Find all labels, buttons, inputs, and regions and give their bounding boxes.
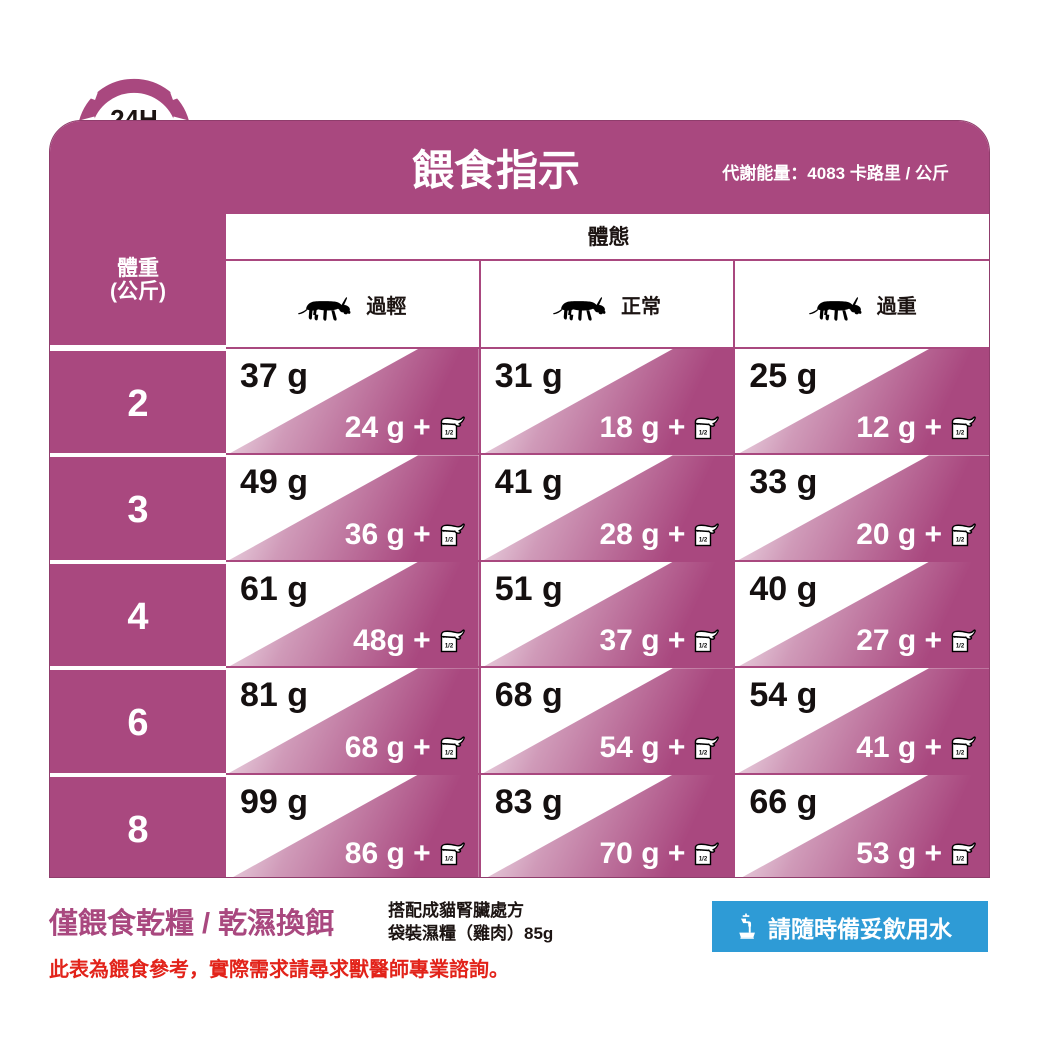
svg-text:1/2: 1/2: [956, 431, 965, 437]
svg-text:1/2: 1/2: [699, 644, 708, 650]
svg-text:1/2: 1/2: [956, 750, 965, 756]
svg-text:1/2: 1/2: [445, 750, 454, 756]
svg-text:1/2: 1/2: [699, 750, 708, 756]
svg-text:1/2: 1/2: [445, 537, 454, 543]
svg-text:1/2: 1/2: [699, 856, 708, 862]
svg-text:1/2: 1/2: [445, 431, 454, 437]
svg-text:1/2: 1/2: [699, 431, 708, 437]
svg-text:1/2: 1/2: [445, 856, 454, 862]
svg-text:1/2: 1/2: [956, 644, 965, 650]
svg-text:1/2: 1/2: [956, 537, 965, 543]
svg-text:1/2: 1/2: [445, 644, 454, 650]
svg-text:1/2: 1/2: [956, 856, 965, 862]
svg-text:1/2: 1/2: [699, 537, 708, 543]
